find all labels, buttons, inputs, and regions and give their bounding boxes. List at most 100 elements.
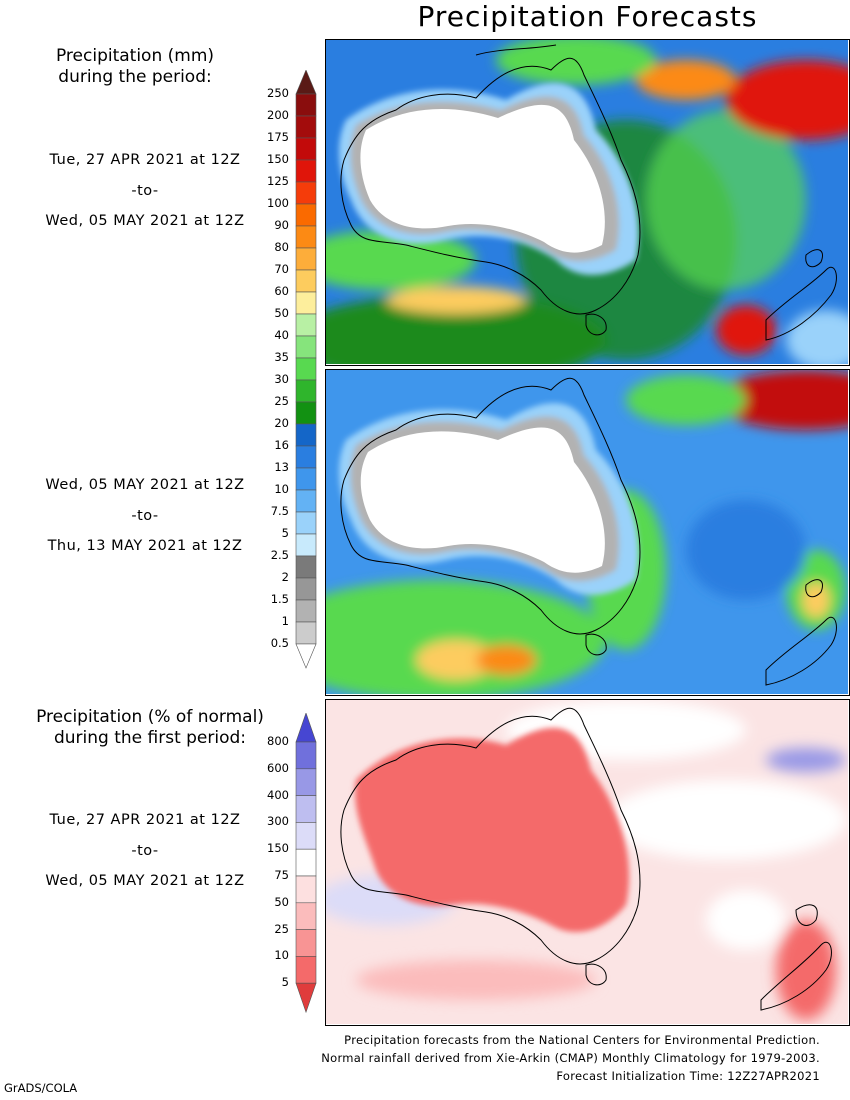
precip-mm-colorbar-tick-label: 10 [274, 482, 289, 496]
precip-mm-heading-line1: Precipitation (mm) [55, 46, 215, 66]
precip-mm-colorbar-swatch [295, 93, 317, 117]
period1-end: Wed, 05 MAY 2021 at 12Z [45, 213, 245, 229]
percent-normal-colorbar-swatch [295, 929, 317, 957]
precip-mm-colorbar-swatch [295, 159, 317, 183]
percent-normal-colorbar-tick-label: 50 [274, 894, 289, 909]
precip-mm-colorbar-swatch [295, 599, 317, 623]
precip-mm-colorbar-swatch [295, 181, 317, 205]
percent-normal-colorbar-swatch [295, 795, 317, 823]
precip-mm-colorbar-tick-label: 25 [274, 394, 289, 408]
percent-normal-colorbar-top-arrow [295, 713, 317, 743]
period3-sep: -to- [131, 843, 159, 859]
precip-mm-colorbar-swatch [295, 555, 317, 579]
precip-mm-colorbar-tick-label: 175 [267, 130, 289, 144]
precip-percent-normal-map [325, 699, 850, 1026]
precip-mm-colorbar-swatch [295, 533, 317, 557]
precip-mm-colorbar-tick-label: 2.5 [270, 548, 289, 562]
percent-normal-colorbar-tick-label: 150 [267, 841, 289, 856]
precip-mm-colorbar-swatch [295, 577, 317, 601]
precip-mm-colorbar-swatch [295, 247, 317, 271]
precip-map-period2 [325, 369, 850, 696]
precip-mm-colorbar-bottom-arrow [295, 643, 317, 669]
percent-normal-colorbar-tick-label: 5 [281, 975, 289, 990]
footer-line1: Precipitation forecasts from the Nationa… [344, 1033, 820, 1047]
precip-mm-heading: Precipitation (mm) during the period: [30, 46, 240, 88]
percent-normal-heading-line2: during the first period: [53, 728, 247, 748]
precip-mm-colorbar-swatch [295, 225, 317, 249]
precip-mm-colorbar-swatch [295, 137, 317, 161]
period2-sep: -to- [131, 508, 159, 524]
precip-mm-colorbar-swatch [295, 379, 317, 403]
percent-normal-colorbar-tick-label: 400 [267, 787, 289, 802]
precip-mm-colorbar-swatch [295, 423, 317, 447]
precip-mm-heading-line2: during the period: [58, 67, 212, 87]
precip-mm-colorbar-tick-label: 250 [267, 86, 289, 100]
precip-mm-colorbar-swatch [295, 445, 317, 469]
percent-normal-colorbar [295, 713, 317, 1014]
precip-mm-colorbar-tick-label: 60 [274, 284, 289, 298]
precip-mm-colorbar-swatch [295, 621, 317, 645]
precip-mm-colorbar [295, 70, 317, 669]
percent-normal-colorbar-swatch [295, 741, 317, 770]
precip-mm-colorbar-tick-label: 2 [281, 570, 289, 584]
precip-mm-colorbar-tick-label: 80 [274, 240, 289, 254]
precip-map-period1 [325, 39, 850, 366]
percent-normal-colorbar-swatch [295, 768, 317, 796]
precip-mm-colorbar-tick-label: 40 [274, 328, 289, 342]
percent-normal-colorbar-tick-label: 25 [274, 921, 289, 936]
precip-mm-colorbar-tick-label: 1.5 [270, 592, 289, 606]
percent-normal-colorbar-tick-label: 10 [274, 948, 289, 963]
percent-normal-colorbar-bottom-arrow [295, 982, 317, 1014]
precip-mm-colorbar-tick-label: 200 [267, 108, 289, 122]
precip-mm-colorbar-swatch [295, 335, 317, 359]
precip-mm-colorbar-tick-label: 7.5 [270, 504, 289, 518]
footer-line2: Normal rainfall derived from Xie-Arkin (… [321, 1051, 820, 1065]
percent-normal-colorbar-swatch [295, 848, 317, 877]
precip-mm-colorbar-tick-label: 70 [274, 262, 289, 276]
percent-normal-colorbar-tick-label: 75 [274, 868, 289, 882]
period1-start: Tue, 27 APR 2021 at 12Z [49, 152, 241, 168]
precip-mm-colorbar-swatch [295, 489, 317, 513]
precip-mm-colorbar-tick-label: 0.5 [270, 636, 289, 650]
precip-mm-colorbar-tick-label: 20 [274, 416, 289, 430]
period3-end: Wed, 05 MAY 2021 at 12Z [45, 873, 245, 889]
footer-line3: Forecast Initialization Time: 12Z27APR20… [556, 1069, 820, 1083]
percent-normal-colorbar-swatch [295, 902, 317, 930]
precip-mm-colorbar-tick-label: 16 [274, 438, 289, 452]
precip-mm-colorbar-swatch [295, 203, 317, 227]
precip-mm-colorbar-swatch [295, 269, 317, 293]
percent-normal-heading: Precipitation (% of normal) during the f… [10, 707, 290, 749]
precip-mm-colorbar-swatch [295, 467, 317, 491]
precip-mm-colorbar-tick-label: 50 [274, 306, 289, 320]
precip-mm-colorbar-tick-label: 150 [267, 152, 289, 166]
percent-normal-colorbar-tick-label: 600 [267, 760, 289, 775]
period2-start: Wed, 05 MAY 2021 at 12Z [45, 477, 245, 493]
percent-normal-colorbar-tick-label: 300 [267, 814, 289, 829]
precip-mm-colorbar-tick-label: 1 [281, 614, 289, 628]
precip-mm-colorbar-tick-label: 125 [267, 174, 289, 188]
percent-normal-colorbar-swatch [295, 875, 317, 904]
precip-mm-colorbar-swatch [295, 357, 317, 381]
percent-normal-colorbar-swatch [295, 822, 317, 850]
precip-mm-colorbar-swatch [295, 313, 317, 337]
grads-credit: GrADS/COLA [4, 1081, 78, 1095]
percent-normal-colorbar-tick-label: 800 [267, 734, 289, 748]
page-title: Precipitation Forecasts [417, 0, 758, 33]
precip-mm-colorbar-tick-label: 13 [274, 460, 289, 474]
precip-mm-colorbar-tick-label: 35 [274, 350, 289, 364]
percent-normal-colorbar-swatch [295, 956, 317, 984]
precip-mm-colorbar-swatch [295, 115, 317, 139]
period1-sep: -to- [131, 183, 159, 199]
percent-normal-heading-line1: Precipitation (% of normal) [36, 707, 264, 727]
precip-mm-colorbar-swatch [295, 291, 317, 315]
precip-mm-colorbar-swatch [295, 401, 317, 425]
precip-mm-colorbar-tick-label: 100 [267, 196, 289, 210]
precip-mm-colorbar-tick-label: 5 [281, 526, 289, 540]
period2-end: Thu, 13 MAY 2021 at 12Z [47, 538, 243, 554]
precip-mm-colorbar-swatch [295, 511, 317, 535]
period3-start: Tue, 27 APR 2021 at 12Z [49, 812, 241, 828]
footer-notes: Precipitation forecasts from the Nationa… [321, 1031, 820, 1085]
precip-mm-colorbar-tick-label: 30 [274, 372, 289, 386]
precip-mm-colorbar-tick-label: 90 [274, 218, 289, 232]
precip-mm-colorbar-top-arrow [295, 70, 317, 95]
